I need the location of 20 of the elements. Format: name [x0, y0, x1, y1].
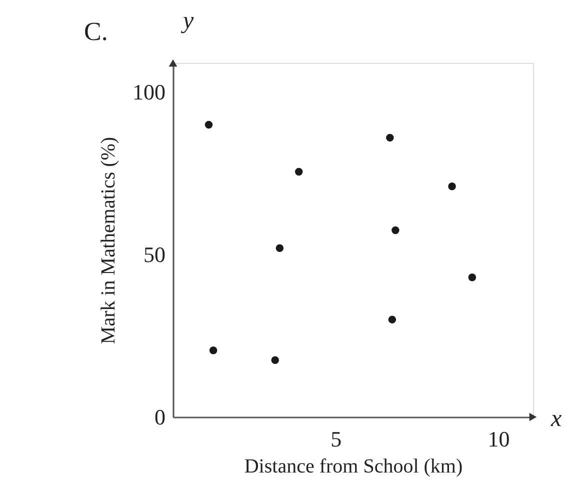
point — [271, 356, 279, 364]
point — [388, 316, 396, 324]
point — [468, 273, 476, 282]
x-tick-label: 10 — [488, 426, 510, 452]
y-tick-label: 0 — [154, 404, 166, 430]
point — [204, 120, 213, 129]
point — [209, 346, 218, 354]
point — [386, 134, 394, 142]
x-axis-title: Distance from School (km) — [244, 456, 463, 478]
point — [448, 182, 456, 190]
text: x — [550, 406, 562, 432]
y-axis-title: Mark in Mathematics (%) — [98, 136, 120, 344]
y-tick-label: 100 — [132, 80, 166, 105]
y-tick-label: 50 — [144, 242, 166, 268]
point — [392, 226, 400, 234]
point — [294, 168, 303, 176]
point — [276, 244, 284, 252]
x-tick-label: 5 — [330, 426, 342, 452]
text: C. — [84, 17, 108, 46]
text: y — [181, 8, 194, 34]
